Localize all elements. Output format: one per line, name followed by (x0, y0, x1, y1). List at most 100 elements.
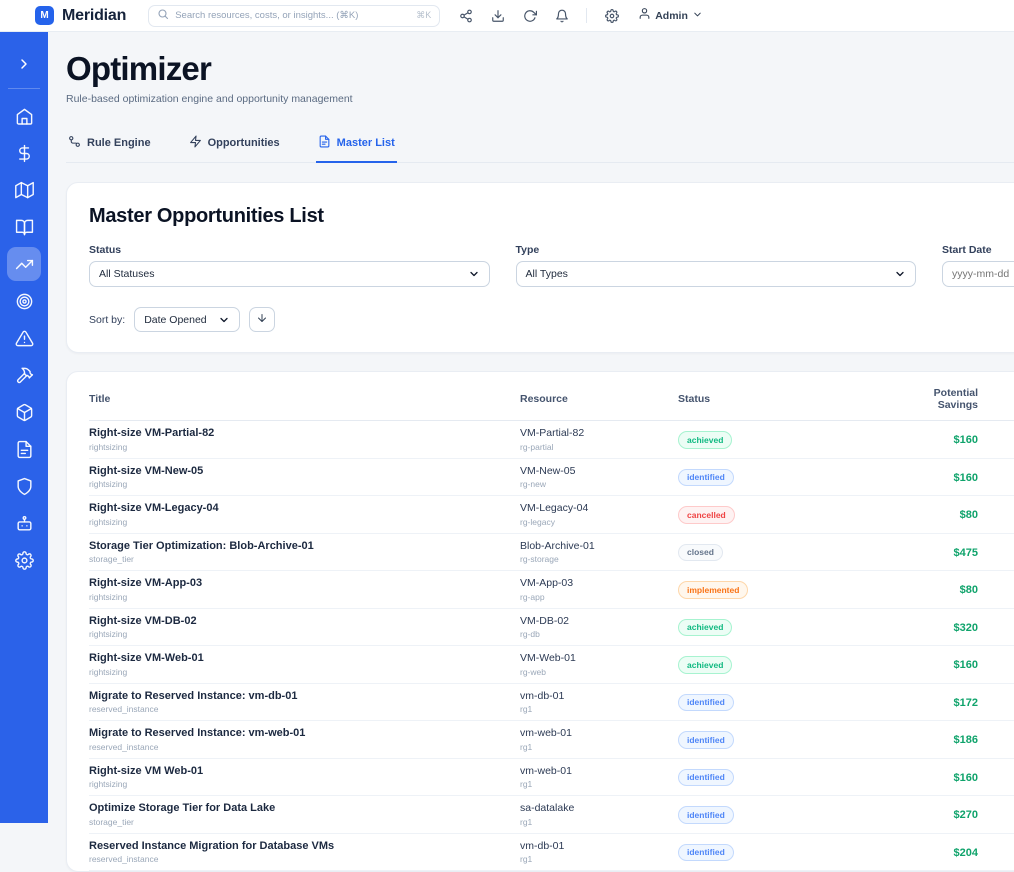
table-row[interactable]: Migrate to Reserved Instance: vm-web-01 … (89, 721, 1014, 759)
status-badge: cancelled (678, 506, 735, 524)
map-icon (14, 181, 34, 200)
sidebar-item-home[interactable] (7, 99, 41, 133)
trending-up-icon (15, 255, 34, 274)
tab-label: Opportunities (207, 137, 280, 149)
resource-name: sa-datalake (520, 802, 575, 814)
gear-icon[interactable] (600, 4, 623, 27)
search-input[interactable] (175, 10, 411, 21)
column-header-resource: Resource (520, 393, 568, 405)
sidebar-item-resources[interactable] (7, 395, 41, 429)
global-search[interactable]: ⌘K (148, 4, 441, 27)
opportunity-title: Right-size VM-Partial-82 (89, 427, 215, 439)
sidebar-item-assistant[interactable] (7, 506, 41, 540)
sidebar-item-reports[interactable] (7, 432, 41, 466)
filters-panel: Master Opportunities List Status All Sta… (66, 182, 1014, 353)
resource-name: Blob-Archive-01 (520, 539, 595, 552)
admin-label: Admin (655, 9, 688, 22)
status-filter-select[interactable]: All Statuses (89, 261, 490, 287)
opportunity-type: reserved_instance (89, 704, 159, 714)
potential-savings-value: $172 (953, 696, 978, 709)
column-header-savings: Potential Savings (933, 387, 978, 411)
gear-icon (14, 550, 34, 570)
opportunity-type: reserved_instance (89, 741, 159, 752)
zap-icon (189, 135, 202, 151)
tab-label: Rule Engine (87, 137, 151, 149)
sidebar-expand-button[interactable] (8, 48, 40, 80)
potential-savings-value: $160 (953, 659, 978, 672)
table-row[interactable]: Reserved Instance Migration for Database… (89, 834, 1014, 871)
table-row[interactable]: Right-size VM-App-03 rightsizing VM-App-… (89, 571, 1014, 609)
opportunity-type: rightsizing (89, 516, 128, 527)
potential-savings-value: $320 (953, 621, 978, 634)
resource-name: VM-Partial-82 (520, 427, 585, 439)
main-content: Optimizer Rule-based optimization engine… (48, 32, 1014, 872)
sidebar-item-docs[interactable] (7, 210, 41, 244)
download-icon[interactable] (486, 4, 509, 27)
table-row[interactable]: Right-size VM-Partial-82 rightsizing VM-… (89, 421, 1014, 459)
sidebar-item-security[interactable] (7, 469, 41, 503)
tab-label: Master List (336, 137, 395, 149)
admin-menu[interactable]: Admin (638, 7, 703, 25)
sidebar-item-costs[interactable] (7, 136, 41, 170)
start-date-input[interactable] (942, 261, 1014, 287)
table-row[interactable]: Migrate to Reserved Instance: vm-db-01 r… (89, 684, 1014, 721)
bell-icon[interactable] (550, 4, 573, 27)
table-row[interactable]: Optimize Storage Tier for Data Lake stor… (89, 796, 1014, 834)
sidebar-item-alerts[interactable] (7, 321, 41, 355)
tab-master-list[interactable]: Master List (315, 127, 397, 163)
refresh-icon[interactable] (518, 4, 541, 27)
resource-group: rg-storage (520, 554, 559, 564)
resource-group: rg-web (520, 666, 546, 677)
sort-direction-button[interactable] (249, 307, 276, 332)
opportunity-title: Reserved Instance Migration for Database… (89, 839, 335, 852)
opportunity-title: Right-size VM Web-01 (89, 764, 204, 777)
column-header-title: Title (89, 393, 111, 405)
type-filter-label: Type (515, 244, 540, 256)
resource-name: VM-Web-01 (520, 652, 576, 664)
sidebar (0, 32, 48, 823)
opportunity-type: reserved_instance (89, 854, 159, 864)
file-text-icon (318, 135, 331, 151)
resource-name: vm-web-01 (520, 727, 572, 739)
tab-rule-engine[interactable]: Rule Engine (66, 127, 153, 163)
table-row[interactable]: Right-size VM-Legacy-04 rightsizing VM-L… (89, 496, 1014, 534)
sidebar-item-targets[interactable] (7, 284, 41, 318)
search-shortcut-hint: ⌘K (416, 10, 432, 20)
sidebar-item-map[interactable] (7, 173, 41, 207)
status-badge: implemented (678, 581, 749, 599)
panel-heading: Master Opportunities List (89, 205, 324, 227)
opportunity-title: Migrate to Reserved Instance: vm-db-01 (89, 689, 298, 702)
tab-opportunities[interactable]: Opportunities (187, 127, 282, 163)
type-filter-select[interactable]: All Types (515, 261, 916, 287)
share-icon[interactable] (454, 4, 477, 27)
shield-icon (15, 477, 34, 496)
resource-group: rg-app (520, 591, 545, 602)
type-filter-value: All Types (525, 268, 568, 280)
potential-savings-value: $204 (953, 846, 978, 859)
alert-triangle-icon (15, 329, 34, 348)
page-subtitle: Rule-based optimization engine and oppor… (66, 93, 353, 105)
status-badge: identified (678, 843, 734, 862)
table-row[interactable]: Right-size VM-New-05 rightsizing VM-New-… (89, 459, 1014, 496)
chevron-down-icon (218, 314, 230, 326)
chevron-down-icon (692, 7, 703, 25)
table-row[interactable]: Right-size VM Web-01 rightsizing vm-web-… (89, 759, 1014, 796)
opportunity-type: rightsizing (89, 779, 128, 789)
status-filter-value: All Statuses (99, 268, 155, 280)
sidebar-item-settings[interactable] (7, 543, 41, 577)
sidebar-item-build[interactable] (7, 358, 41, 392)
table-row[interactable]: Right-size VM-Web-01 rightsizing VM-Web-… (89, 646, 1014, 684)
resource-name: VM-New-05 (520, 464, 576, 477)
table-row[interactable]: Right-size VM-DB-02 rightsizing VM-DB-02… (89, 609, 1014, 646)
opportunity-title: Optimize Storage Tier for Data Lake (89, 802, 276, 814)
potential-savings-value: $160 (953, 471, 978, 484)
brand-logo: M (35, 6, 54, 25)
package-icon (15, 403, 34, 422)
table-row[interactable]: Storage Tier Optimization: Blob-Archive-… (89, 534, 1014, 571)
search-icon (157, 7, 169, 25)
sort-select[interactable]: Date Opened (134, 307, 241, 332)
sidebar-item-optimizer[interactable] (7, 247, 41, 281)
arrow-down-icon (256, 312, 268, 327)
target-icon (15, 292, 34, 311)
chevron-down-icon (468, 268, 480, 280)
